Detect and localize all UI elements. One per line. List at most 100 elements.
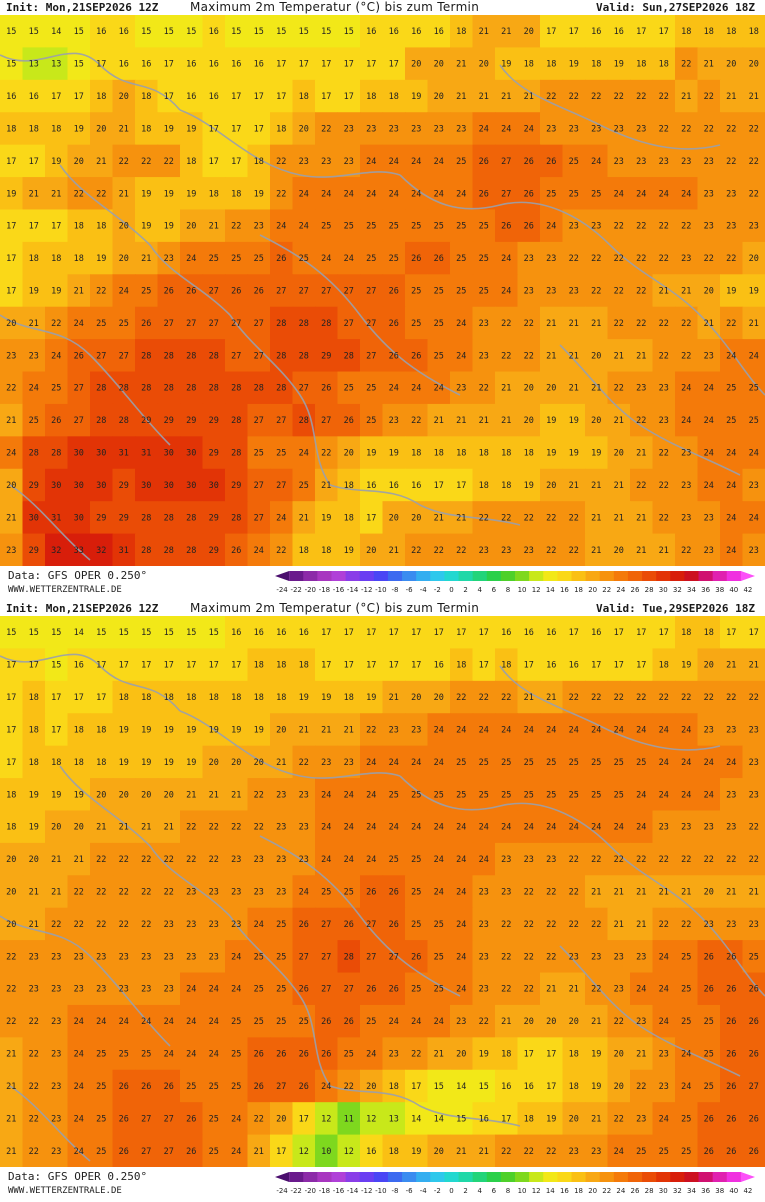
temperature-value: 19 <box>51 790 61 800</box>
temperature-value: 23 <box>209 888 219 898</box>
temperature-value: 19 <box>569 60 579 70</box>
legend-swatch <box>444 1172 459 1182</box>
temperature-value: 23 <box>501 888 511 898</box>
temperature-value: 18 <box>501 449 511 459</box>
temperature-value: 24 <box>321 855 331 865</box>
temperature-value: 24 <box>254 546 264 556</box>
temperature-value: 25 <box>479 758 489 768</box>
temperature-value: 21 <box>704 60 714 70</box>
temperature-value: 21 <box>704 319 714 329</box>
legend-swatch <box>444 571 459 581</box>
temperature-value: 27 <box>74 384 84 394</box>
temperature-value: 24 <box>321 790 331 800</box>
temperature-value: 24 <box>636 725 646 735</box>
temperature-value: 21 <box>681 888 691 898</box>
temperature-value: 22 <box>501 985 511 995</box>
temperature-value: 24 <box>456 351 466 361</box>
temperature-value: 24 <box>434 725 444 735</box>
temperature-value: 18 <box>479 449 489 459</box>
temperature-value: 23 <box>749 546 759 556</box>
temperature-value: 23 <box>591 952 601 962</box>
temperature-value: 22 <box>321 449 331 459</box>
legend-swatch <box>303 1172 318 1182</box>
temperature-value: 25 <box>119 319 129 329</box>
temperature-value: 25 <box>344 888 354 898</box>
temperature-value: 23 <box>749 725 759 735</box>
temperature-value: 23 <box>726 823 736 833</box>
temperature-value: 24 <box>299 449 309 459</box>
temperature-value: 22 <box>569 546 579 556</box>
temperature-value: 25 <box>96 1050 106 1060</box>
legend-swatch <box>515 1172 530 1182</box>
temperature-value: 25 <box>141 1050 151 1060</box>
temperature-value: 21 <box>96 823 106 833</box>
temperature-value: 27 <box>299 384 309 394</box>
temperature-value: 24 <box>456 189 466 199</box>
temperature-value: 22 <box>254 1114 264 1124</box>
temperature-value: 28 <box>209 351 219 361</box>
temperature-value: 14 <box>51 27 61 37</box>
temperature-value: 21 <box>749 92 759 102</box>
temperature-value: 22 <box>141 888 151 898</box>
temperature-value: 21 <box>6 513 16 523</box>
temperature-value: 18 <box>209 693 219 703</box>
temperature-value: 24 <box>456 823 466 833</box>
temperature-value: 23 <box>681 449 691 459</box>
init-time: Init: Mon,21SEP2026 12Z <box>6 0 158 15</box>
legend-tick-label: 42 <box>743 586 752 594</box>
temperature-value: 17 <box>411 661 421 671</box>
temperature-value: 22 <box>659 481 669 491</box>
temperature-value: 22 <box>569 855 579 865</box>
temperature-value: 27 <box>366 351 376 361</box>
temperature-value: 25 <box>411 920 421 930</box>
temperature-value: 23 <box>749 790 759 800</box>
temperature-value: 18 <box>524 60 534 70</box>
temperature-value: 16 <box>209 92 219 102</box>
legend-tick-label: 16 <box>560 586 569 594</box>
temperature-value: 23 <box>659 823 669 833</box>
temperature-value: 18 <box>276 661 286 671</box>
temperature-value: 23 <box>29 952 39 962</box>
temperature-value: 24 <box>389 157 399 167</box>
temperature-value: 16 <box>524 1082 534 1092</box>
temperature-value: 21 <box>456 513 466 523</box>
temperature-value: 18 <box>501 481 511 491</box>
legend-tick-label: -14 <box>347 1187 359 1195</box>
temperature-value: 24 <box>501 254 511 264</box>
temperature-value: 25 <box>344 1050 354 1060</box>
temperature-value: 25 <box>254 985 264 995</box>
temperature-value: 15 <box>164 628 174 638</box>
temperature-value: 18 <box>29 725 39 735</box>
legend-tick-label: -4 <box>420 1187 428 1195</box>
temperature-value: 16 <box>501 1082 511 1092</box>
temperature-value: 25 <box>749 384 759 394</box>
temperature-value: 15 <box>96 628 106 638</box>
temperature-value: 25 <box>321 888 331 898</box>
temperature-value: 19 <box>591 1082 601 1092</box>
temperature-value: 24 <box>749 351 759 361</box>
temperature-value: 24 <box>726 758 736 768</box>
temperature-value: 21 <box>749 319 759 329</box>
temperature-value: 23 <box>524 546 534 556</box>
temperature-value: 19 <box>299 693 309 703</box>
temperature-value: 28 <box>276 319 286 329</box>
temperature-value: 20 <box>254 758 264 768</box>
temperature-value: 20 <box>276 1114 286 1124</box>
temperature-value: 21 <box>6 416 16 426</box>
temperature-value: 22 <box>119 157 129 167</box>
temperature-value: 17 <box>344 92 354 102</box>
temperature-value: 19 <box>209 725 219 735</box>
temperature-value: 25 <box>434 985 444 995</box>
temperature-value: 22 <box>546 952 556 962</box>
temperature-value: 18 <box>659 661 669 671</box>
temperature-value: 24 <box>411 823 421 833</box>
temperature-value: 22 <box>524 888 534 898</box>
temperature-value: 25 <box>389 790 399 800</box>
temperature-value: 22 <box>231 222 241 232</box>
temperature-value: 22 <box>74 189 84 199</box>
temperature-value: 25 <box>209 1082 219 1092</box>
temperature-value: 14 <box>456 1082 466 1092</box>
temperature-value: 20 <box>704 287 714 297</box>
temperature-value: 22 <box>276 189 286 199</box>
legend-tick-label: 26 <box>631 1187 640 1195</box>
